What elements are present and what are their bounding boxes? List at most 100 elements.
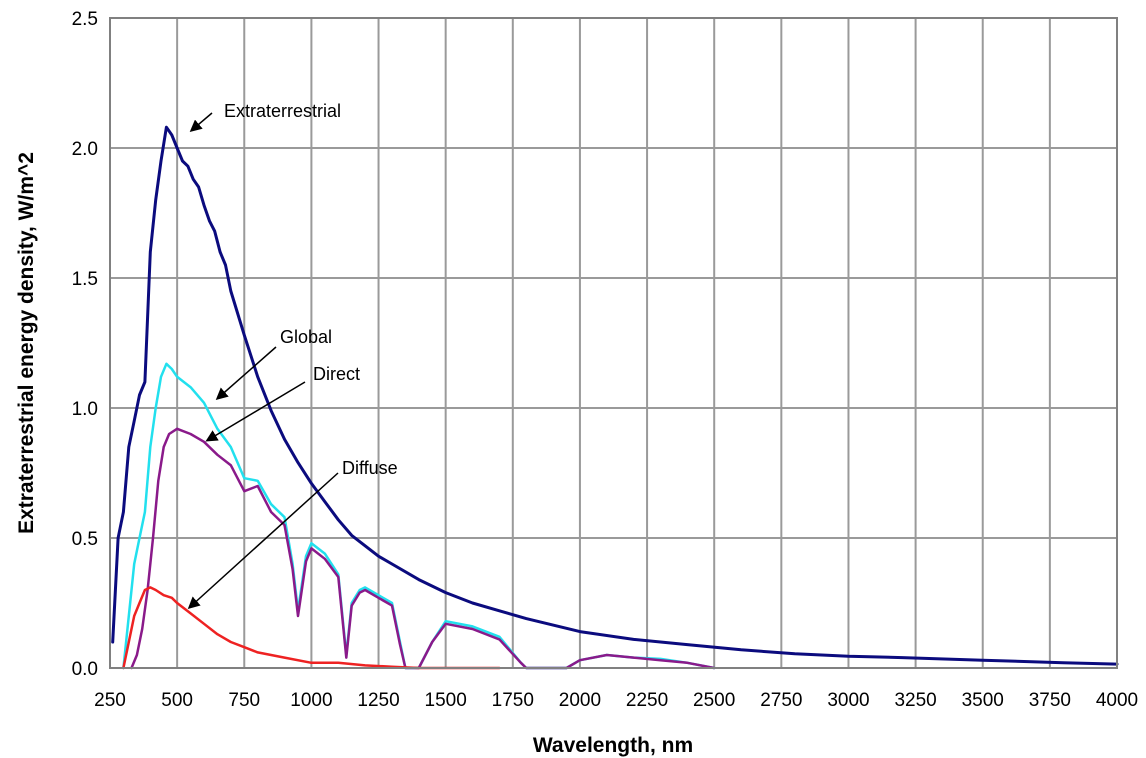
x-tick-label: 3250 xyxy=(894,690,936,711)
data-point-diffuse xyxy=(203,623,205,625)
data-point-extraterrestrial xyxy=(111,641,114,643)
x-tick-label: 2250 xyxy=(626,690,668,711)
data-point-direct xyxy=(520,662,522,664)
y-tick-label: 2.0 xyxy=(72,139,98,160)
x-tick-label: 2750 xyxy=(760,690,802,711)
data-point-direct xyxy=(203,441,205,443)
data-point-extraterrestrial xyxy=(901,656,903,659)
data-point-extraterrestrial xyxy=(165,126,168,128)
data-point-extraterrestrial xyxy=(310,482,313,485)
data-point-direct xyxy=(291,568,294,570)
y-axis-title: Extraterrestrial energy density, W/m^2 xyxy=(15,152,38,534)
data-point-extraterrestrial xyxy=(270,409,272,412)
y-tick-label: 1.0 xyxy=(72,399,98,420)
data-point-direct xyxy=(168,433,170,435)
data-point-diffuse xyxy=(171,597,173,599)
x-tick-label: 2500 xyxy=(693,690,735,711)
data-point-extraterrestrial xyxy=(122,511,125,513)
data-point-direct xyxy=(391,604,393,607)
data-point-extraterrestrial xyxy=(847,655,850,658)
data-point-extraterrestrial xyxy=(364,545,366,547)
data-point-global xyxy=(498,636,501,638)
arrow-direct xyxy=(205,381,306,442)
y-axis-ticks: 0.0 0.5 1.0 1.5 2.0 2.5 xyxy=(72,9,98,680)
data-point-extraterrestrial xyxy=(794,652,796,655)
data-point-global xyxy=(160,376,162,378)
data-point-extraterrestrial xyxy=(219,251,221,253)
data-point-diffuse xyxy=(337,662,340,664)
data-point-extraterrestrial xyxy=(632,638,635,641)
data-point-diffuse xyxy=(128,641,130,643)
data-point-direct xyxy=(431,641,434,643)
data-point-direct xyxy=(157,480,160,482)
data-point-direct xyxy=(659,659,662,661)
data-point-diffuse xyxy=(133,615,135,617)
data-point-direct xyxy=(632,656,635,659)
y-tick-label: 1.5 xyxy=(72,269,98,290)
arrow-extraterrestrial xyxy=(189,112,213,132)
data-point-direct xyxy=(152,537,154,539)
data-point-global xyxy=(203,402,205,404)
data-point-extraterrestrial xyxy=(149,251,152,253)
data-point-extraterrestrial xyxy=(324,500,326,503)
annotation-global: Global xyxy=(280,327,332,347)
data-point-global xyxy=(391,602,393,604)
x-tick-label: 4000 xyxy=(1096,690,1138,711)
data-point-diffuse xyxy=(138,602,141,604)
data-point-extraterrestrial xyxy=(160,160,162,162)
data-point-extraterrestrial xyxy=(444,591,447,594)
data-point-extraterrestrial xyxy=(117,537,119,539)
data-point-extraterrestrial xyxy=(471,602,474,604)
data-point-global xyxy=(364,586,366,589)
data-point-diffuse xyxy=(216,633,219,635)
data-point-diffuse xyxy=(283,656,286,659)
data-point-extraterrestrial xyxy=(350,534,353,537)
data-point-direct xyxy=(256,485,259,487)
data-point-extraterrestrial xyxy=(154,199,157,201)
data-point-direct xyxy=(136,654,138,656)
data-point-global xyxy=(216,428,219,430)
data-point-direct xyxy=(358,591,361,594)
data-point-extraterrestrial xyxy=(133,420,135,422)
data-point-extraterrestrial xyxy=(579,630,581,633)
data-point-extraterrestrial xyxy=(1062,662,1065,664)
data-point-extraterrestrial xyxy=(181,160,184,162)
arrow-diffuse xyxy=(187,472,339,610)
data-point-extraterrestrial xyxy=(686,643,689,646)
data-point-global xyxy=(154,407,157,409)
data-point-direct xyxy=(579,659,581,661)
y-tick-label: 0.0 xyxy=(72,659,98,680)
data-point-global xyxy=(270,503,272,506)
data-point-extraterrestrial xyxy=(203,204,205,206)
x-tick-label: 1750 xyxy=(492,690,534,711)
data-point-direct xyxy=(176,428,178,430)
x-tick-label: 1500 xyxy=(425,690,467,711)
data-point-diffuse xyxy=(230,641,232,643)
data-point-direct xyxy=(498,638,501,641)
annotations: Extraterrestrial Global Direct Diffuse xyxy=(187,101,398,610)
data-point-global xyxy=(377,594,380,596)
data-point-extraterrestrial xyxy=(138,394,141,396)
data-point-extraterrestrial xyxy=(171,134,173,136)
data-point-direct xyxy=(162,446,165,448)
data-point-extraterrestrial xyxy=(192,178,194,180)
data-point-direct xyxy=(297,615,299,617)
data-point-extraterrestrial xyxy=(187,165,189,167)
data-point-global xyxy=(310,542,313,544)
data-point-global xyxy=(176,376,178,378)
data-point-extraterrestrial xyxy=(208,220,211,222)
arrow-global xyxy=(215,346,277,400)
data-point-extraterrestrial xyxy=(391,563,393,565)
data-point-direct xyxy=(444,623,447,625)
data-point-direct xyxy=(243,490,246,493)
data-point-diffuse xyxy=(364,664,366,667)
data-point-extraterrestrial xyxy=(525,617,527,620)
data-point-direct xyxy=(216,454,219,456)
data-point-extraterrestrial xyxy=(256,376,259,378)
annotation-extraterrestrial: Extraterrestrial xyxy=(224,101,341,121)
data-point-diffuse xyxy=(310,662,313,664)
data-point-global xyxy=(358,589,361,591)
data-point-diffuse xyxy=(176,602,178,604)
x-tick-label: 3750 xyxy=(1029,690,1071,711)
